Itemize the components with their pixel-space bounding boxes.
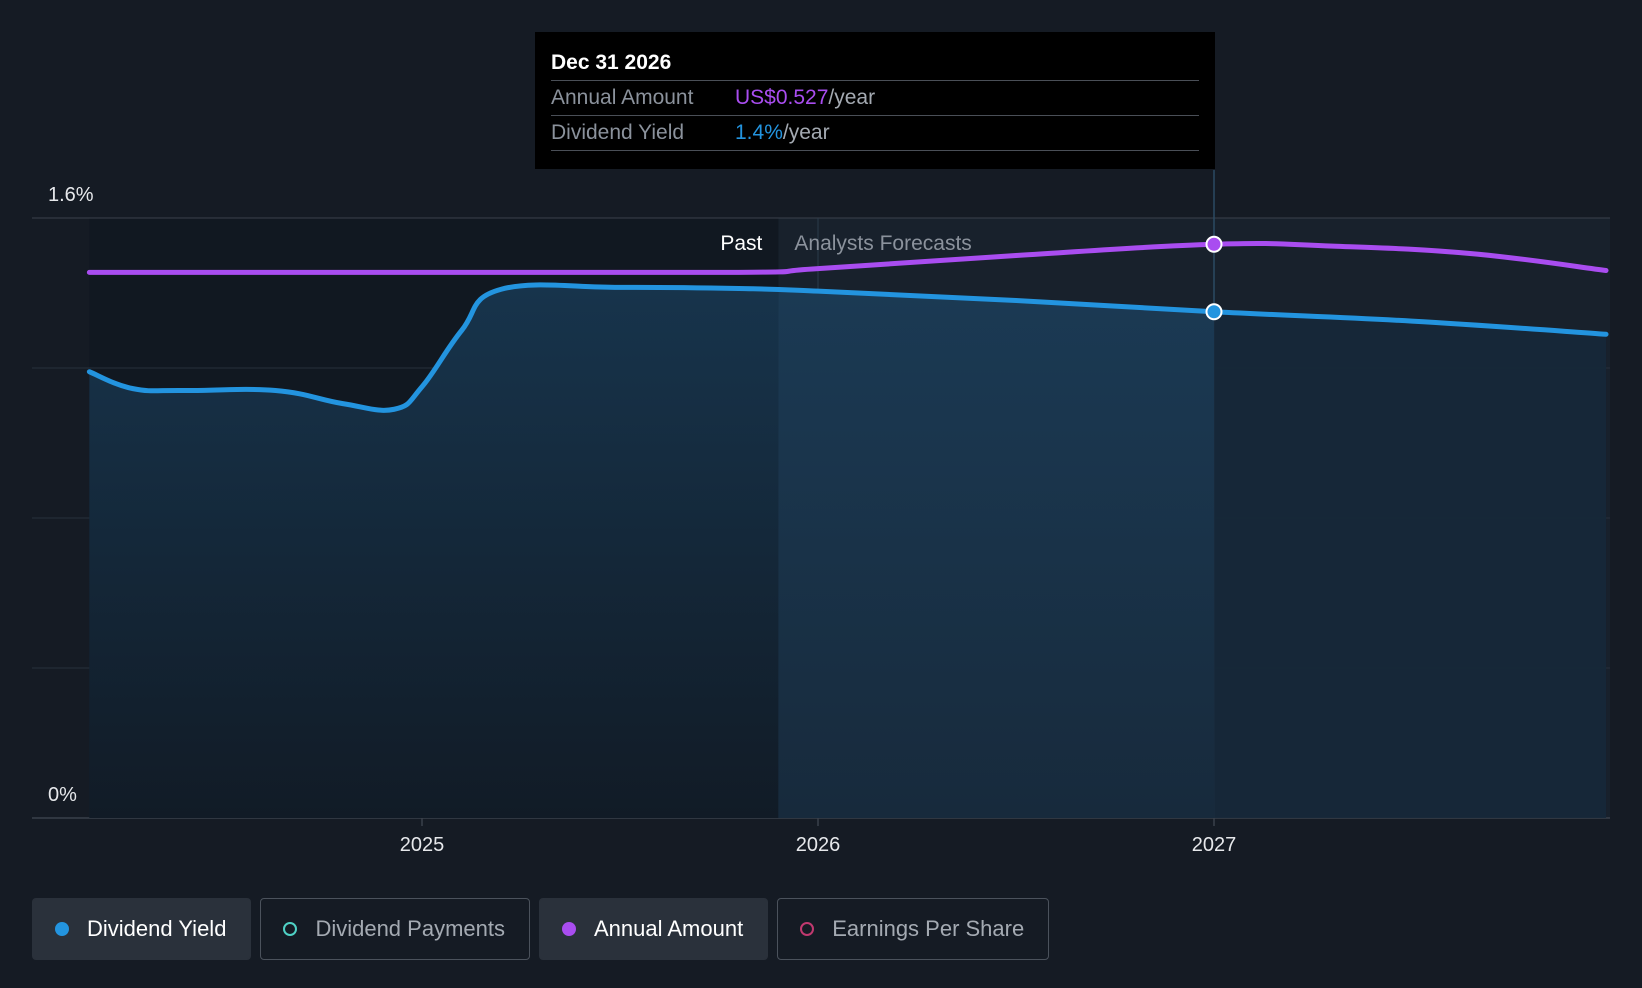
earnings-per-share-ring-icon — [800, 922, 815, 936]
x-tick-label: 2027 — [1192, 834, 1237, 856]
annual-amount-marker — [1205, 235, 1223, 253]
tooltip-unit: /year — [828, 86, 876, 109]
tooltip-row-annual-amount: Annual Amount US$0.527 /year — [551, 80, 1199, 115]
dividend-yield-marker — [1205, 303, 1223, 321]
legend-dividend-payments[interactable]: Dividend Payments — [260, 898, 530, 960]
annual-amount-dot-icon — [561, 922, 576, 936]
legend-dividend-yield[interactable]: Dividend Yield — [32, 898, 252, 960]
legend-label: Dividend Yield — [87, 916, 227, 941]
yield-area-forecast-highlight — [778, 289, 1215, 818]
legend-annual-amount[interactable]: Annual Amount — [538, 898, 769, 960]
tooltip-date: Dec 31 2026 — [551, 51, 672, 74]
chart-tooltip: Dec 31 2026 Annual Amount US$0.527 /year… — [535, 32, 1215, 169]
legend-label: Annual Amount — [593, 916, 744, 941]
x-tick-label: 2026 — [796, 834, 841, 856]
legend-label: Dividend Payments — [315, 916, 505, 941]
tooltip-unit: /year — [782, 121, 830, 144]
dividend-payments-ring-icon — [283, 922, 298, 936]
chart-legend: Dividend Yield Dividend Payments Annual … — [32, 898, 1050, 960]
tooltip-value: 1.4% — [735, 121, 783, 144]
legend-label: Earnings Per Share — [832, 916, 1025, 941]
past-region-label: Past — [720, 232, 762, 255]
forecast-region-label: Analysts Forecasts — [794, 232, 971, 255]
tooltip-value: US$0.527 — [735, 86, 829, 109]
legend-earnings-per-share[interactable]: Earnings Per Share — [777, 898, 1050, 960]
y-tick-label-max: 1.6% — [48, 184, 94, 206]
yield-area-past — [89, 284, 779, 818]
tooltip-row-dividend-yield: Dividend Yield 1.4% /year — [551, 115, 1199, 151]
x-tick-label: 2025 — [400, 834, 445, 856]
y-tick-label-min: 0% — [48, 784, 77, 806]
tooltip-label: Annual Amount — [551, 86, 694, 109]
dividend-yield-dot-icon — [55, 922, 69, 936]
tooltip-label: Dividend Yield — [551, 121, 685, 144]
annual-amount-line — [86, 240, 1609, 276]
